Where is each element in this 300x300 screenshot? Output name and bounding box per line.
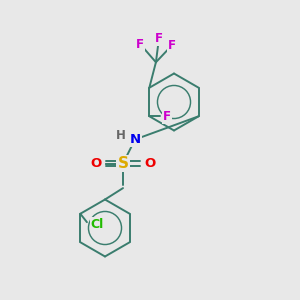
Text: F: F <box>136 38 144 51</box>
Text: F: F <box>163 110 171 123</box>
Text: S: S <box>118 156 128 171</box>
Text: O: O <box>90 157 102 170</box>
Text: N: N <box>129 133 141 146</box>
Text: O: O <box>144 157 156 170</box>
Text: F: F <box>167 39 175 52</box>
Text: Cl: Cl <box>91 218 104 231</box>
Text: F: F <box>155 32 163 45</box>
Text: H: H <box>116 129 125 142</box>
